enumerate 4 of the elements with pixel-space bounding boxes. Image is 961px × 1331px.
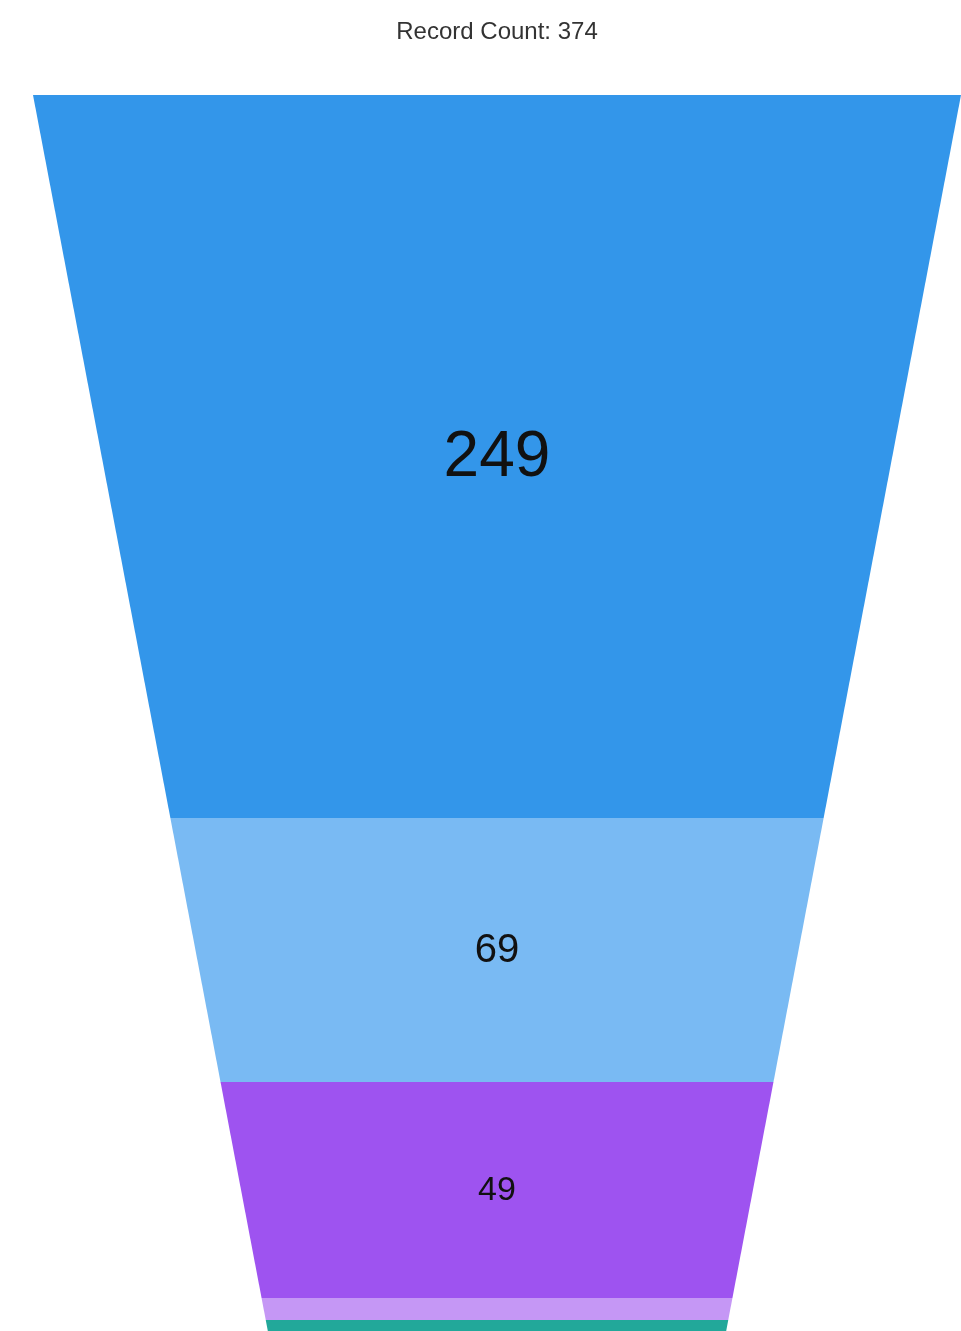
data-label: 49	[478, 1169, 516, 1207]
data-label: 69	[474, 926, 520, 970]
data-label: 249	[443, 417, 551, 490]
text: Record Count: 374	[396, 17, 598, 44]
